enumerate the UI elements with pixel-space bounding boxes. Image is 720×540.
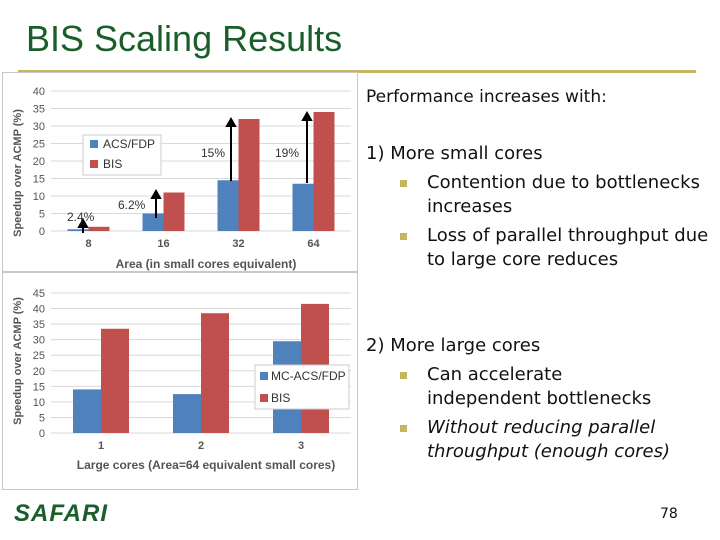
chart1-x-axis-label: Area (in small cores equivalent) [116,257,297,271]
chart1-x-ticks: 8 16 32 64 [85,238,320,250]
point2-heading: 2) More large cores [366,335,541,356]
chart1-legend-swatch-acs [90,140,98,148]
y-tick-label: 15 [33,381,45,393]
chart-small-cores: 0 5 10 15 20 25 30 35 40 8 16 32 64 Speedup over AC… [2,72,358,272]
y-tick-label: 0 [39,226,45,238]
chart2-legend-swatch-bis [260,394,268,402]
point1-bullet2-line1: Loss of parallel throughput due [427,225,709,246]
chart1-y-axis-label: Speedup over ACMP (%) [12,109,24,237]
chart2-legend-mc: MC-ACS/FDP [271,369,346,383]
y-tick-label: 25 [33,139,45,151]
chart1-arrowhead-64 [301,110,313,121]
chart-large-cores: 0 5 10 15 20 25 30 35 40 45 1 2 3 Speedup over ACMP… [2,272,358,490]
point2-bullet2-line1: Without reducing parallel [427,417,656,438]
point1-heading: 1) More small cores [366,143,543,164]
y-tick-label: 40 [33,86,45,98]
chart2-y-ticks: 0 5 10 15 20 25 30 35 40 45 [33,288,45,440]
bullet-marker [400,425,407,432]
chart1-legend-swatch-bis [90,160,98,168]
x-tick-label: 32 [232,238,244,250]
bullet-marker [400,233,407,240]
title-rule [18,70,696,73]
bar-red-16 [163,192,185,231]
y-tick-label: 10 [33,191,45,203]
chart1-annotation-6-2: 6.2% [118,198,146,212]
x-tick-label: 2 [198,440,204,452]
y-tick-label: 5 [39,412,45,424]
chart1-legend-acs: ACS/FDP [103,137,155,151]
chart2-x-axis-label: Large cores (Area=64 equivalent small co… [77,458,335,472]
bar-blue-1 [73,389,101,433]
x-tick-label: 64 [307,238,320,250]
chart1-arrowhead-16 [150,188,162,199]
chart1-annotation-19: 19% [275,146,299,160]
y-tick-label: 25 [33,350,45,362]
bar-blue-16 [142,213,164,231]
bar-red-8 [88,226,110,231]
chart2-x-ticks: 1 2 3 [98,440,304,452]
y-tick-label: 5 [39,209,45,221]
y-tick-label: 0 [39,428,45,440]
bar-blue-2 [173,394,201,433]
safari-logo: SAFARI [14,500,109,527]
chart1-annotation-15: 15% [201,146,225,160]
bar-blue-32 [217,180,239,231]
chart1-annotation-2-4: 2.4% [67,210,95,224]
y-tick-label: 15 [33,174,45,186]
intro-text: Performance increases with: [366,87,607,107]
x-tick-label: 8 [85,238,91,250]
y-tick-label: 20 [33,366,45,378]
chart1-bars [67,112,335,231]
chart2-legend-box [254,364,350,410]
x-tick-label: 1 [98,440,104,452]
chart2-legend-bis: BIS [271,391,290,405]
y-tick-label: 35 [33,319,45,331]
point2-bullet1-line2: independent bottlenecks [427,388,652,409]
bar-red-32 [238,119,260,231]
y-tick-label: 30 [33,335,45,347]
y-tick-label: 45 [33,288,45,300]
chart-small-cores-svg: 0 5 10 15 20 25 30 35 40 8 16 32 64 Speedup over AC… [12,86,351,271]
chart-large-cores-svg: 0 5 10 15 20 25 30 35 40 45 1 2 3 Speedup over ACMP… [12,288,351,472]
bullet-marker [400,180,407,187]
chart2-legend-swatch-mc [260,372,268,380]
chart1-arrowhead-32 [225,116,237,127]
bar-red-64 [313,112,335,231]
chart1-legend-bis: BIS [103,157,122,171]
y-tick-label: 30 [33,121,45,133]
y-tick-label: 20 [33,156,45,168]
y-tick-label: 40 [33,304,45,316]
point2-bullet1-line1: Can accelerate [427,364,563,385]
bar-red-2 [201,313,229,433]
chart1-arrowhead-8 [77,217,89,228]
y-tick-label: 35 [33,104,45,116]
x-tick-label: 16 [157,238,169,250]
point2-bullet2-line2: throughput (enough cores) [427,441,670,462]
point1-bullet2-line2: to large core reduces [427,249,619,270]
chart1-y-ticks: 0 5 10 15 20 25 30 35 40 [33,86,45,238]
page-number: 78 [660,506,678,522]
bar-blue-64 [292,183,314,231]
y-tick-label: 10 [33,397,45,409]
point1-bullet1-line2: increases [427,196,513,217]
chart2-y-axis-label: Speedup over ACMP (%) [12,297,24,425]
bar-blue-8 [67,229,89,231]
x-tick-label: 3 [298,440,304,452]
bar-red-1 [101,328,129,433]
bullet-marker [400,372,407,379]
slide-title: BIS Scaling Results [26,18,343,59]
point1-bullet1-line1: Contention due to bottlenecks [427,172,700,193]
